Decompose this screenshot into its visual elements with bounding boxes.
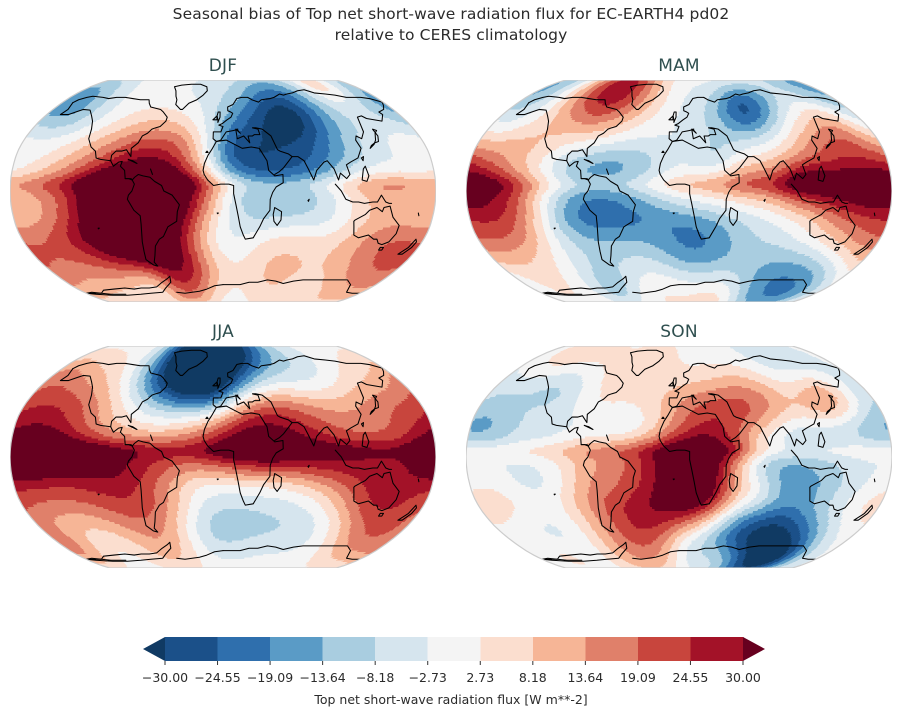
figure-title-line2: relative to CERES climatology (0, 25, 902, 46)
colorbar-extend-low (143, 637, 165, 661)
colorbar-tick-label: −13.64 (299, 670, 345, 685)
map-son[interactable] (466, 346, 892, 568)
colorbar-tick-label: −2.73 (409, 670, 447, 685)
colorbar-gradient (143, 637, 765, 667)
panel-mam[interactable]: MAM (466, 56, 892, 302)
robinson-map-jja (10, 346, 436, 568)
colorbar-extend-high (743, 637, 765, 661)
map-djf[interactable] (10, 80, 436, 302)
colorbar-tick-label: −30.00 (142, 670, 188, 685)
robinson-map-mam (466, 80, 892, 302)
colorbar-tick-label: 13.64 (567, 670, 603, 685)
map-jja[interactable] (10, 346, 436, 568)
colorbar-tick-label: −8.18 (356, 670, 394, 685)
figure-title-line1: Seasonal bias of Top net short-wave radi… (173, 5, 730, 23)
colorbar-tick-label: −24.55 (194, 670, 240, 685)
map-mam[interactable] (466, 80, 892, 302)
robinson-map-djf (10, 80, 436, 302)
panel-son[interactable]: SON (466, 322, 892, 568)
panel-djf[interactable]: DJF (10, 56, 436, 302)
colorbar-tick-label: −19.09 (247, 670, 293, 685)
panel-title-jja: JJA (10, 322, 436, 342)
colorbar-tick-label: 19.09 (620, 670, 656, 685)
panel-title-mam: MAM (466, 56, 892, 76)
colorbar-tick-label: 24.55 (673, 670, 709, 685)
colorbar-tick-label: 2.73 (466, 670, 494, 685)
colorbar-tick-label: 8.18 (519, 670, 547, 685)
panel-title-djf: DJF (10, 56, 436, 76)
robinson-map-son (466, 346, 892, 568)
panel-title-son: SON (466, 322, 892, 342)
figure-title: Seasonal bias of Top net short-wave radi… (0, 4, 902, 46)
panel-jja[interactable]: JJA (10, 322, 436, 568)
colorbar-axis-label: Top net short-wave radiation flux [W m**… (0, 692, 902, 707)
colorbar-tick-label: 30.00 (725, 670, 761, 685)
